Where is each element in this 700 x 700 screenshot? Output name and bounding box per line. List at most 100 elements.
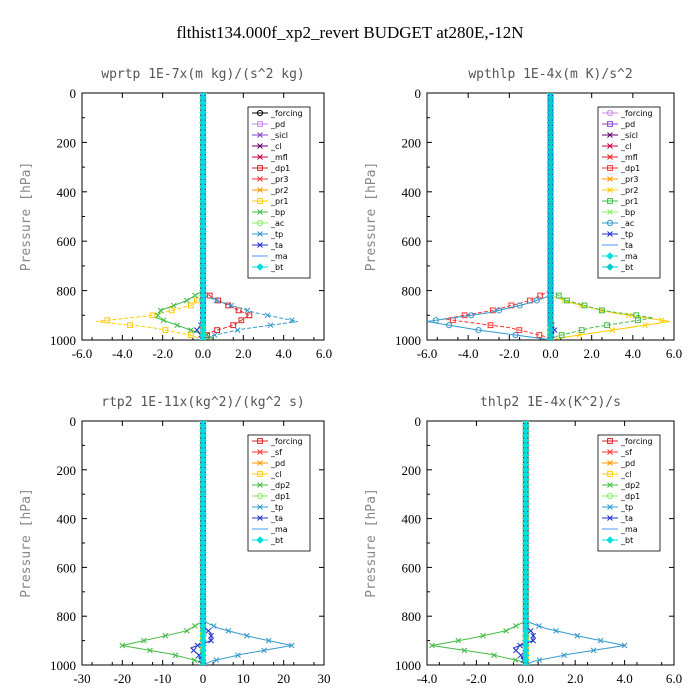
legend-marker [607,176,613,182]
series-point [533,297,540,304]
legend-entry: _ta [270,514,283,523]
legend-marker [607,471,613,477]
series-point [288,317,295,324]
series-point [119,642,126,649]
series-point [174,322,181,329]
x-tick-label: 30 [318,671,331,686]
series-point [225,627,232,634]
x-tick-label: 2.0 [584,346,600,361]
legend-entry: _pd [620,459,635,468]
legend-marker [607,154,613,160]
series-point [597,637,604,644]
panel-title: thlp2 1E-4x(K^2)/s [480,395,621,410]
y-tick-label: 800 [402,284,422,299]
x-tick-label: 4.0 [616,671,632,686]
series-point [228,302,235,309]
series-point [194,642,201,649]
legend-marker [256,492,264,500]
legend-marker [256,109,264,117]
legend-marker [257,187,263,193]
series-point [551,327,558,333]
series-point [495,307,503,314]
series-point [172,652,179,659]
y-tick-label: 800 [57,609,77,624]
series-point [170,302,177,309]
series-point [536,332,543,338]
series-line-pr2 [550,93,670,340]
legend-entry: _dp1 [270,164,290,173]
legend-entry: _ta [620,241,633,250]
series-point [127,322,133,329]
series-point [513,623,519,629]
series-point [155,312,161,319]
series-point [512,657,519,663]
legend-entry: _dp1 [270,492,290,501]
series-point [235,652,241,659]
y-tick-label: 400 [402,512,422,527]
legend-marker [257,515,263,521]
legend-entry: _bt [270,263,283,272]
legend-entry: _cl [620,142,632,151]
legend-entry: _pd [270,459,285,468]
series-point [480,632,486,639]
series-group [429,421,628,665]
series-point [621,642,628,649]
x-tick-label: -2.0 [499,346,520,361]
legend: _forcing _pd _sicl _cl _mfl _dp1 _pr3 _pr2 _pr1 _… [247,106,311,279]
y-tick-label: 0 [415,86,422,101]
series-point [192,623,198,629]
legend-entry: _bt [270,536,283,545]
y-tick-label: 400 [57,512,77,527]
legend-entry: _bp [620,208,635,217]
legend-entry: _bp [270,208,285,217]
legend-marker [256,536,264,544]
legend-marker [606,109,614,117]
series-point [537,292,544,299]
legend-marker [607,165,613,171]
series-point [205,627,212,634]
series-point [512,331,519,339]
panel-title: wpthlp 1E-4x(m K)/s^2 [468,67,632,82]
x-tick-label: -2.0 [466,671,487,686]
series-point [188,302,194,309]
series-point [561,652,567,659]
series-point [604,322,611,329]
series-point [491,652,497,659]
series-point [445,322,453,329]
legend-entry: _forcing [270,437,303,446]
legend-marker [257,449,263,455]
legend-entry: _ma [270,525,288,534]
legend-entry: _forcing [270,109,303,118]
series-point [140,637,147,644]
legend-marker [607,187,613,193]
x-tick-label: 0 [200,671,207,686]
series-point [208,637,214,644]
y-tick-label: 600 [402,234,422,249]
series-point [590,647,597,654]
y-tick-label: 200 [402,135,422,150]
series-point [503,627,509,634]
y-tick-label: 1000 [395,333,421,348]
y-tick-label: 800 [57,284,77,299]
legend-marker [607,482,613,488]
series-point [581,302,588,309]
x-tick-label: 10 [237,671,250,686]
legend-marker [606,252,614,260]
series-point [184,297,190,304]
series-point [530,632,537,639]
legend-marker [607,132,613,138]
series-point [536,657,543,663]
legend-marker [607,504,613,510]
series-point [578,327,585,334]
legend-marker [257,143,263,149]
series-point [211,332,218,338]
legend-marker [607,449,613,455]
legend-entry: _forcing [620,109,653,118]
legend-entry: _tp [270,230,283,239]
legend-marker [257,242,263,248]
legend-entry: _ac [620,219,634,228]
x-tick-label: 0.0 [518,671,534,686]
series-point [599,307,605,314]
series-point [188,332,194,338]
x-tick-label: -4.0 [112,346,133,361]
